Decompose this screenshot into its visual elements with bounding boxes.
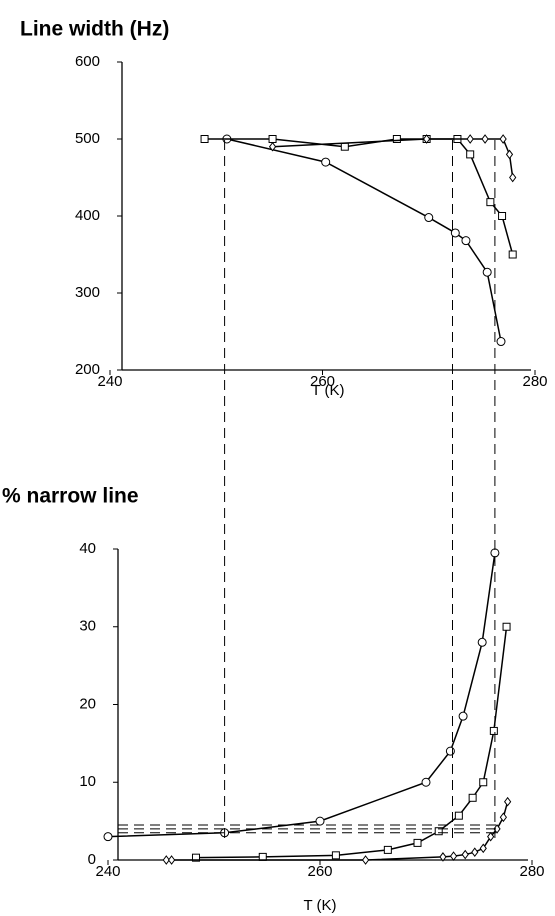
- circle-marker: [424, 213, 434, 223]
- series-line: [226, 138, 502, 342]
- chart-title: Line width (Hz): [20, 18, 169, 41]
- diamond-marker: [499, 134, 507, 144]
- diamond-marker: [466, 134, 474, 144]
- square-marker: [454, 811, 463, 820]
- x-tick-label: 280: [519, 863, 544, 880]
- square-marker: [331, 851, 340, 860]
- diamond-marker: [461, 849, 469, 860]
- x-tick-label: 240: [95, 863, 120, 880]
- square-marker: [413, 838, 422, 847]
- x-tick-label: 260: [307, 863, 332, 880]
- diamond-marker: [167, 855, 176, 865]
- y-tick-label: 300: [75, 284, 100, 301]
- circle-marker: [445, 746, 455, 756]
- x-tick-label: 260: [310, 373, 335, 390]
- square-marker: [502, 622, 511, 631]
- circle-marker: [421, 777, 431, 787]
- square-marker: [489, 726, 498, 735]
- square-marker: [508, 250, 517, 259]
- square-marker: [392, 135, 401, 143]
- series-line: [166, 801, 509, 861]
- diamond-marker: [162, 855, 170, 865]
- circle-marker: [477, 637, 487, 647]
- diamond-marker: [449, 851, 458, 861]
- circle-marker: [103, 832, 113, 842]
- diamond-marker: [493, 824, 501, 834]
- series-line: [195, 626, 508, 859]
- diamond-marker: [509, 172, 517, 183]
- square-marker: [383, 845, 392, 854]
- circle-marker: [450, 228, 460, 238]
- y-tick-label: 40: [79, 540, 96, 557]
- y-tick-label: 500: [75, 130, 100, 147]
- square-marker: [434, 827, 443, 836]
- diamond-marker: [499, 812, 508, 823]
- square-marker: [466, 150, 475, 159]
- square-marker: [268, 135, 277, 143]
- circle-marker: [321, 157, 331, 167]
- x-tick-label: 280: [522, 373, 547, 390]
- series-line: [107, 552, 496, 838]
- square-marker: [486, 198, 495, 207]
- x-axis-label: T (K): [311, 382, 344, 399]
- circle-marker: [458, 711, 468, 721]
- diamond-marker: [268, 141, 277, 152]
- y-tick-label: 600: [75, 53, 100, 70]
- chart-title: % narrow line: [2, 485, 139, 508]
- y-tick-label: 400: [75, 207, 100, 224]
- square-marker: [200, 135, 209, 143]
- diamond-marker: [479, 843, 487, 854]
- square-marker: [498, 212, 507, 220]
- diamond-marker: [505, 149, 514, 160]
- square-marker: [191, 853, 200, 862]
- diamond-marker: [471, 847, 479, 858]
- circle-marker: [315, 816, 325, 826]
- diamond-marker: [423, 134, 431, 144]
- square-marker: [479, 778, 488, 787]
- circle-marker: [482, 267, 492, 277]
- x-axis-label: T (K): [303, 897, 336, 914]
- diamond-marker: [487, 831, 495, 842]
- square-marker: [340, 142, 349, 151]
- diamond-marker: [361, 855, 370, 865]
- y-tick-label: 20: [79, 695, 96, 712]
- circle-marker: [490, 548, 500, 558]
- square-marker: [468, 793, 477, 802]
- circle-marker: [496, 337, 506, 347]
- y-tick-label: 10: [79, 773, 96, 790]
- x-tick-label: 240: [97, 373, 122, 390]
- diamond-marker: [503, 796, 512, 807]
- diamond-marker: [481, 134, 489, 144]
- circle-marker: [461, 236, 471, 246]
- y-tick-label: 200: [75, 361, 100, 378]
- diamond-marker: [439, 852, 447, 862]
- y-tick-label: 0: [88, 851, 96, 868]
- y-tick-label: 30: [79, 618, 96, 635]
